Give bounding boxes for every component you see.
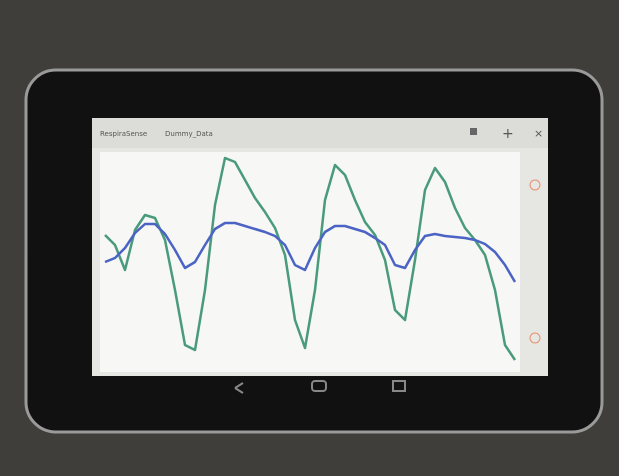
file-name: Dummy_Data — [165, 130, 213, 138]
close-icon[interactable]: × — [534, 127, 543, 140]
app-bar — [92, 118, 548, 148]
photo: RespiraSense Dummy_Data + × — [0, 0, 619, 476]
app-name: RespiraSense — [100, 130, 147, 138]
lock-icon[interactable] — [470, 128, 477, 135]
add-icon[interactable]: + — [502, 126, 514, 142]
page: RespiraSense Dummy_Data + × (() => { con… — [0, 0, 619, 476]
